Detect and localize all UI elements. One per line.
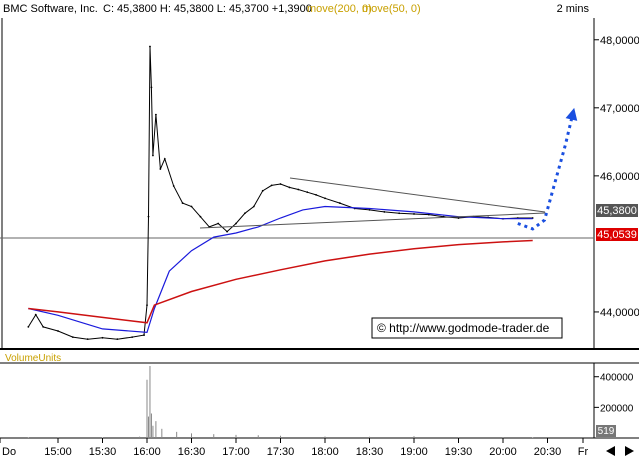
price-point	[413, 213, 415, 215]
price-point	[57, 330, 59, 332]
price-point	[261, 189, 264, 192]
price-point	[159, 168, 162, 170]
ma200-value-badge	[596, 228, 638, 241]
series-line-0	[27, 46, 533, 340]
triangle-upper-line	[289, 177, 546, 213]
price-point	[146, 304, 148, 307]
price-point	[226, 230, 229, 233]
ma200-label: move(200, 0)	[307, 3, 372, 15]
price-point	[27, 326, 30, 328]
interval-label: 2 mins	[557, 3, 590, 15]
price-point	[34, 313, 37, 316]
series-line-1	[28, 205, 533, 334]
current-price-value: 45,3800	[597, 205, 637, 217]
price-point	[427, 213, 430, 216]
price-point	[116, 338, 119, 341]
watermark-text: © http://www.godmode-trader.de	[377, 321, 550, 335]
price-point	[181, 202, 184, 204]
price-axis-tick-label: 48,0000	[600, 35, 639, 47]
time-axis-tick-label: 19:00	[400, 446, 428, 457]
price-point	[71, 336, 74, 339]
ohlc-readout: C: 45,3800 H: 45,3800 L: 45,3700 +1,3900	[103, 3, 312, 15]
price-point	[143, 334, 145, 336]
price-point	[199, 215, 202, 218]
time-axis-tick-label: 16:30	[178, 446, 206, 457]
price-point	[172, 185, 175, 187]
series-line-3	[517, 107, 576, 231]
price-point	[288, 186, 291, 189]
time-axis-tick-label: 20:30	[534, 446, 562, 457]
price-point	[150, 86, 153, 89]
price-point	[315, 194, 317, 196]
price-point	[368, 208, 371, 211]
time-axis-tick-label: 18:00	[311, 446, 339, 457]
price-point	[398, 212, 401, 215]
price-point	[383, 211, 386, 213]
price-axis-tick-label: 47,0000	[600, 103, 639, 115]
series-line-2	[28, 239, 533, 324]
price-axis-tick-label: 44,0000	[600, 307, 639, 319]
scroll-right-icon[interactable]	[625, 446, 634, 456]
symbol-title: BMC Software, Inc.	[3, 3, 98, 15]
price-point	[101, 336, 104, 339]
price-point	[190, 205, 193, 208]
price-point	[163, 157, 166, 160]
price-point	[244, 212, 246, 215]
volume-label: VolumeUnits	[5, 353, 61, 364]
price-point	[297, 188, 300, 191]
price-point	[235, 222, 237, 225]
time-axis-tick-label: 19:30	[445, 446, 473, 457]
watermark-box	[371, 317, 563, 339]
time-axis-tick-label: 15:00	[44, 446, 72, 457]
price-point	[152, 154, 154, 157]
time-axis-tick-label: 18:30	[356, 446, 384, 457]
price-point	[338, 202, 341, 204]
time-axis-tick-label: 17:30	[267, 446, 295, 457]
time-axis-tick-label: 15:30	[89, 446, 117, 457]
price-point	[252, 205, 255, 208]
price-point	[147, 215, 150, 218]
current-price-badge	[596, 204, 638, 217]
price-point	[42, 326, 45, 328]
price-point	[457, 217, 460, 219]
price-point	[306, 191, 309, 194]
ma50-label: move(50, 0)	[362, 3, 421, 15]
forecast-arrow-head	[565, 107, 578, 121]
price-point	[149, 45, 151, 48]
price-point	[279, 183, 282, 185]
time-axis-tick-label: 20:00	[489, 446, 517, 457]
volume-current-badge	[596, 425, 616, 437]
price-point	[324, 197, 326, 200]
time-axis-tick-label: 17:00	[222, 446, 250, 457]
volume-axis-tick-label: 200000	[600, 403, 634, 414]
ma200-value: 45,0539	[597, 229, 637, 241]
price-point	[217, 222, 220, 225]
price-point	[131, 336, 134, 339]
time-axis-tick-label: Fr	[578, 446, 589, 457]
volume-current-value: 519	[598, 426, 615, 437]
price-point	[86, 338, 89, 341]
time-axis-tick-label: 16:00	[133, 446, 161, 457]
time-axis-tick-label: Do	[2, 446, 16, 457]
price-point	[270, 184, 273, 187]
volume-axis-tick-label: 400000	[600, 373, 634, 384]
price-axis-tick-label: 46,0000	[600, 171, 639, 183]
price-point	[155, 113, 157, 116]
triangle-lower-line	[199, 212, 546, 229]
scroll-left-icon[interactable]	[606, 446, 615, 456]
